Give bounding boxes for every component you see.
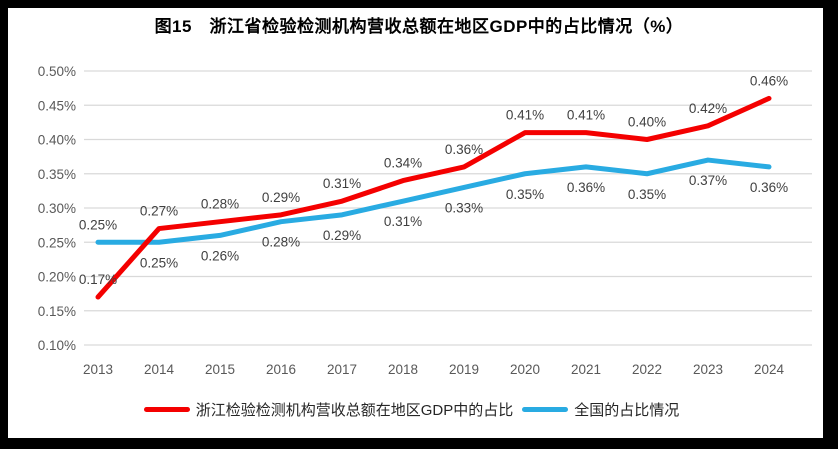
x-tick-label: 2014 bbox=[144, 362, 175, 377]
data-label: 0.37% bbox=[689, 173, 727, 188]
y-tick-label: 0.35% bbox=[38, 167, 76, 182]
data-label: 0.40% bbox=[628, 115, 666, 130]
chart-legend: 浙江检验检测机构营收总额在地区GDP中的占比 全国的占比情况 bbox=[0, 399, 823, 420]
data-label: 0.31% bbox=[384, 214, 422, 229]
data-label: 0.29% bbox=[262, 190, 300, 205]
data-label: 0.27% bbox=[140, 204, 178, 219]
data-label: 0.36% bbox=[750, 180, 788, 195]
x-tick-label: 2024 bbox=[754, 362, 785, 377]
data-label: 0.29% bbox=[323, 228, 361, 243]
x-tick-label: 2016 bbox=[266, 362, 296, 377]
y-tick-label: 0.50% bbox=[38, 64, 76, 79]
y-tick-label: 0.40% bbox=[38, 133, 76, 148]
data-label: 0.36% bbox=[567, 180, 605, 195]
data-label: 0.35% bbox=[506, 187, 544, 202]
data-label: 0.33% bbox=[445, 200, 483, 215]
x-tick-label: 2022 bbox=[632, 362, 662, 377]
y-tick-label: 0.20% bbox=[38, 270, 76, 285]
x-tick-label: 2017 bbox=[327, 362, 357, 377]
x-tick-label: 2018 bbox=[388, 362, 418, 377]
x-tick-label: 2015 bbox=[205, 362, 235, 377]
red-line-swatch bbox=[143, 407, 190, 412]
data-label: 0.31% bbox=[323, 176, 361, 191]
x-tick-label: 2013 bbox=[83, 362, 113, 377]
data-label: 0.25% bbox=[79, 217, 117, 232]
y-tick-label: 0.15% bbox=[38, 304, 76, 319]
x-tick-label: 2021 bbox=[571, 362, 601, 377]
x-tick-label: 2023 bbox=[693, 362, 723, 377]
data-label: 0.42% bbox=[689, 101, 727, 116]
blue-line-swatch bbox=[522, 407, 569, 412]
x-tick-label: 2020 bbox=[510, 362, 540, 377]
data-label: 0.26% bbox=[201, 248, 239, 263]
legend-label-zhejiang: 浙江检验检测机构营收总额在地区GDP中的占比 bbox=[195, 402, 514, 419]
data-label: 0.17% bbox=[79, 272, 117, 287]
y-tick-label: 0.25% bbox=[38, 235, 76, 250]
data-label: 0.28% bbox=[201, 197, 239, 212]
y-tick-label: 0.45% bbox=[38, 98, 76, 113]
data-label: 0.34% bbox=[384, 156, 422, 171]
chart-title: 图15 浙江省检验检测机构营收总额在地区GDP中的占比情况（%） bbox=[154, 17, 684, 36]
y-tick-label: 0.10% bbox=[38, 338, 76, 353]
x-tick-label: 2019 bbox=[449, 362, 479, 377]
legend-item-national: 全国的占比情况 bbox=[522, 399, 679, 420]
series-line-0 bbox=[95, 95, 772, 300]
data-label: 0.25% bbox=[140, 255, 178, 270]
legend-label-national: 全国的占比情况 bbox=[574, 402, 680, 419]
data-label: 0.41% bbox=[567, 108, 605, 123]
data-label: 0.36% bbox=[445, 142, 483, 157]
y-tick-label: 0.30% bbox=[38, 201, 76, 216]
data-label: 0.28% bbox=[262, 235, 300, 250]
chart-panel bbox=[8, 8, 823, 438]
data-label: 0.46% bbox=[750, 73, 788, 88]
data-label: 0.41% bbox=[506, 108, 544, 123]
legend-item-zhejiang: 浙江检验检测机构营收总额在地区GDP中的占比 bbox=[143, 399, 514, 420]
data-label: 0.35% bbox=[628, 187, 666, 202]
series-line-1 bbox=[95, 157, 772, 245]
